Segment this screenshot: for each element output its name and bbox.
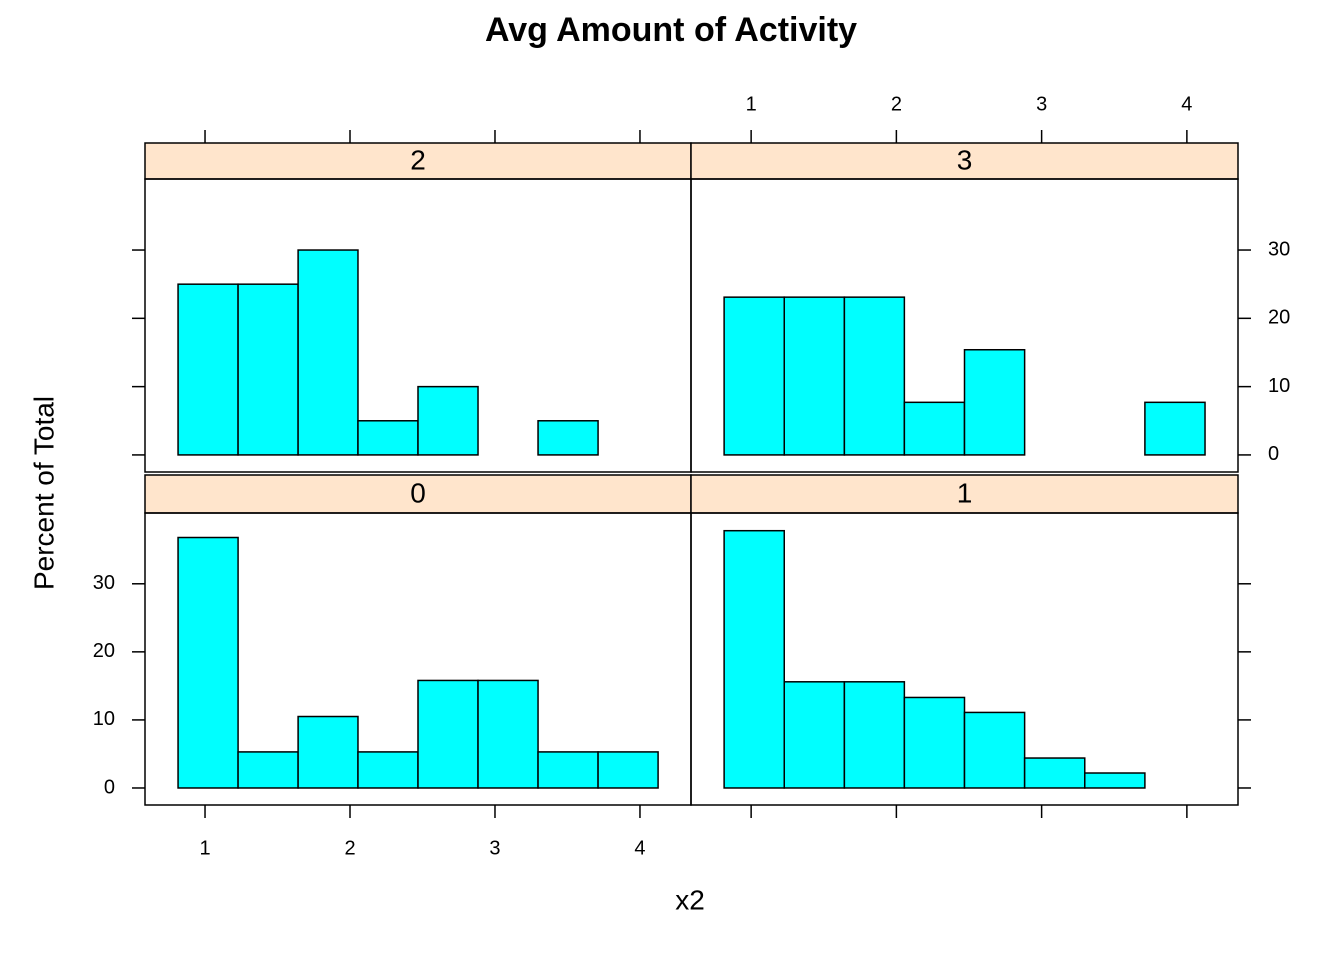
- bar: [963, 711, 1026, 789]
- bar: [297, 249, 359, 456]
- y-tick-label: 0: [104, 776, 115, 798]
- y-tick-label: 10: [93, 708, 115, 730]
- x-tick-label: 4: [1181, 93, 1192, 115]
- bar: [597, 751, 659, 789]
- strip: [144, 474, 692, 514]
- strip: [144, 142, 692, 180]
- strip: [690, 142, 1239, 180]
- bar: [843, 296, 906, 456]
- bar: [237, 751, 299, 789]
- bar: [177, 536, 239, 789]
- bar: [843, 681, 906, 789]
- x-tick-label: 2: [344, 837, 355, 859]
- y-tick-label: 30: [1268, 238, 1290, 260]
- strip-label: 0: [410, 477, 426, 508]
- y-axis-label: Percent of Total: [28, 396, 59, 590]
- x-tick-label: 4: [634, 837, 645, 859]
- bar: [297, 715, 359, 789]
- y-tick-label: 30: [93, 572, 115, 594]
- bar: [417, 679, 479, 789]
- chart-title: Avg Amount of Activity: [485, 11, 857, 49]
- bar: [783, 296, 846, 456]
- bar: [537, 420, 599, 456]
- panel-border: [690, 178, 1239, 473]
- strip-label: 1: [957, 477, 973, 508]
- bar: [1084, 772, 1146, 789]
- y-tick-label: 0: [1268, 443, 1279, 465]
- bar: [783, 681, 846, 789]
- bar: [903, 401, 966, 456]
- bar: [903, 696, 966, 789]
- bar: [177, 283, 239, 456]
- bar: [237, 283, 299, 456]
- bar: [1023, 757, 1086, 789]
- y-tick-label: 10: [1268, 375, 1290, 397]
- bar: [723, 296, 785, 456]
- x-tick-label: 2: [891, 93, 902, 115]
- bar: [357, 420, 419, 456]
- y-tick-label: 20: [93, 640, 115, 662]
- strip-label: 2: [410, 144, 426, 175]
- x-tick-label: 1: [746, 93, 757, 115]
- x-axis-label: x2: [675, 884, 705, 915]
- y-tick-label: 20: [1268, 307, 1290, 329]
- bar: [417, 385, 479, 456]
- bar: [1144, 401, 1206, 456]
- x-tick-label: 3: [489, 837, 500, 859]
- bar: [477, 679, 539, 789]
- x-tick-label: 1: [199, 837, 210, 859]
- bar: [723, 529, 785, 789]
- x-tick-label: 3: [1036, 93, 1047, 115]
- bar: [357, 751, 419, 789]
- bar: [963, 348, 1026, 456]
- panel-border: [690, 512, 1239, 806]
- bar: [537, 751, 599, 789]
- strip-label: 3: [957, 144, 973, 175]
